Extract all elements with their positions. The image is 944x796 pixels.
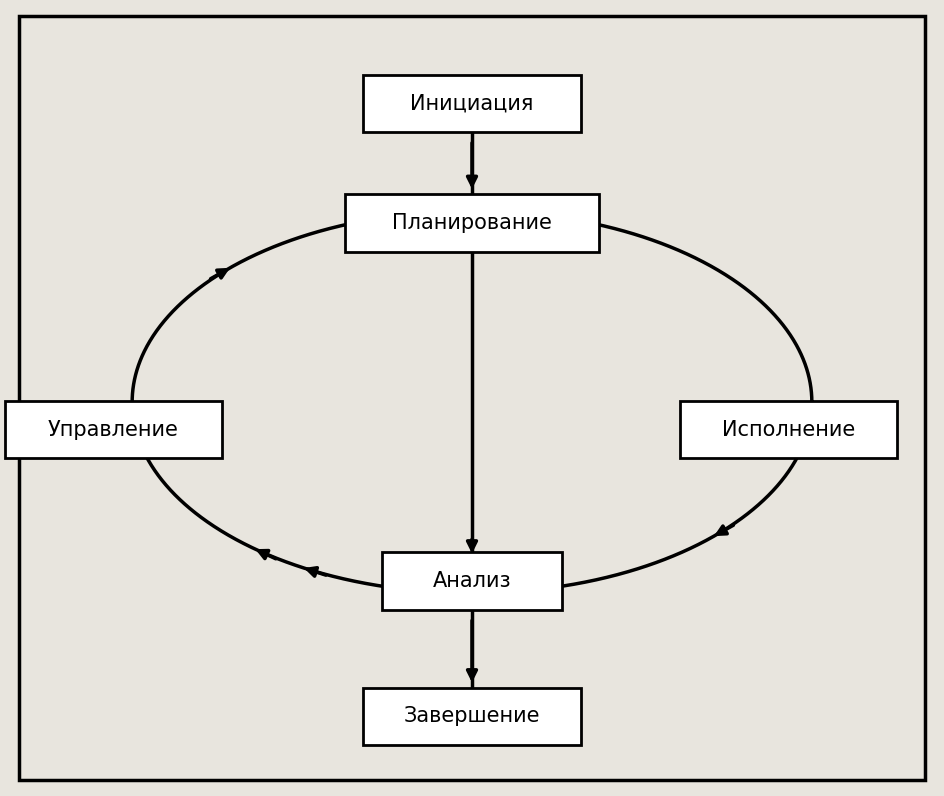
FancyBboxPatch shape (363, 688, 581, 745)
FancyBboxPatch shape (680, 401, 897, 458)
Text: Управление: Управление (48, 419, 178, 440)
FancyBboxPatch shape (382, 552, 562, 610)
Text: Завершение: Завершение (404, 706, 540, 727)
FancyBboxPatch shape (345, 194, 599, 252)
FancyBboxPatch shape (19, 16, 925, 780)
Text: Анализ: Анализ (432, 571, 512, 591)
FancyBboxPatch shape (5, 401, 222, 458)
Text: Инициация: Инициация (411, 93, 533, 114)
Text: Исполнение: Исполнение (721, 419, 855, 440)
FancyBboxPatch shape (363, 75, 581, 132)
Text: Планирование: Планирование (392, 213, 552, 233)
